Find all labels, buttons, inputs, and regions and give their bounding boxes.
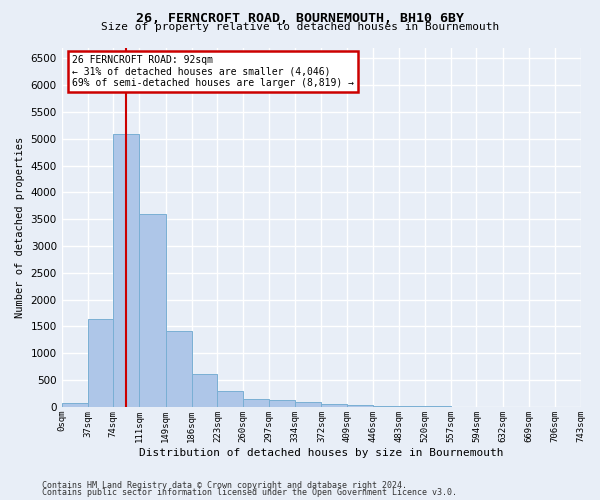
Bar [399, 406, 425, 407]
Bar [113, 134, 139, 407]
X-axis label: Distribution of detached houses by size in Bournemouth: Distribution of detached houses by size … [139, 448, 503, 458]
Text: Size of property relative to detached houses in Bournemouth: Size of property relative to detached ho… [101, 22, 499, 32]
Bar [295, 402, 322, 407]
Bar [243, 399, 269, 407]
Bar [373, 406, 399, 407]
Y-axis label: Number of detached properties: Number of detached properties [15, 136, 25, 318]
Bar [62, 403, 88, 407]
Bar [88, 319, 113, 407]
Bar [191, 374, 217, 407]
Bar [166, 330, 191, 407]
Text: Contains HM Land Registry data © Crown copyright and database right 2024.: Contains HM Land Registry data © Crown c… [42, 480, 407, 490]
Text: 26, FERNCROFT ROAD, BOURNEMOUTH, BH10 6BY: 26, FERNCROFT ROAD, BOURNEMOUTH, BH10 6B… [136, 12, 464, 26]
Bar [322, 404, 347, 407]
Bar [217, 392, 243, 407]
Text: Contains public sector information licensed under the Open Government Licence v3: Contains public sector information licen… [42, 488, 457, 497]
Text: 26 FERNCROFT ROAD: 92sqm
← 31% of detached houses are smaller (4,046)
69% of sem: 26 FERNCROFT ROAD: 92sqm ← 31% of detach… [72, 54, 354, 88]
Bar [347, 405, 373, 407]
Bar [269, 400, 295, 407]
Bar [139, 214, 166, 407]
